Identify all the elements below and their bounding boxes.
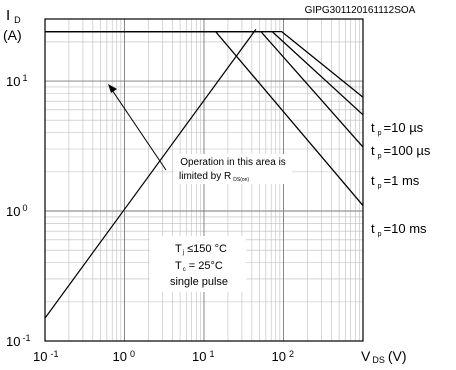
y-axis-unit: (A) xyxy=(3,27,22,43)
y-tick-label: 10 0 xyxy=(6,203,27,219)
x-tick-labels: 10 -1 10 0 10 1 10 2 xyxy=(33,349,294,364)
curve-label: t p =10 µs xyxy=(371,120,424,137)
y-tick-label: 10 -1 xyxy=(6,333,30,349)
operation-annotation-box xyxy=(174,154,292,184)
y-tick-label: 10 1 xyxy=(6,73,27,89)
x-tick-label: 10 1 xyxy=(192,349,214,364)
operation-annotation-line2: limited by R DS(on) xyxy=(179,171,249,183)
condition-tj: Tj ≤150 °C xyxy=(175,243,227,256)
conditions-box xyxy=(150,236,246,292)
operation-annotation-line1: Operation in this area is xyxy=(180,157,286,168)
operation-arrow xyxy=(111,89,167,171)
soa-curves xyxy=(45,30,364,207)
x-tick-label: 10 0 xyxy=(113,349,135,364)
curve-label: t p =10 ms xyxy=(371,221,427,238)
rds-on-limit-line xyxy=(44,28,257,319)
curve-label: t p =100 µs xyxy=(371,143,431,160)
curve-labels: t p =10 µs t p =100 µs t p =1 ms t p =10 ms xyxy=(371,120,431,238)
arrow-head-icon xyxy=(108,84,117,93)
curve-label: t p =1 ms xyxy=(371,173,420,190)
soa-curve-3 xyxy=(45,30,364,207)
x-tick-label: 10 -1 xyxy=(33,349,58,364)
condition-pulse: single pulse xyxy=(170,276,228,288)
x-axis-label: V DS (V) xyxy=(361,348,407,365)
condition-tc: Tc = 25°C xyxy=(175,260,223,273)
x-tick-label: 10 2 xyxy=(272,349,294,364)
figure-code: GIPG301120161112SOA xyxy=(305,5,416,16)
plot-frame xyxy=(44,18,364,342)
